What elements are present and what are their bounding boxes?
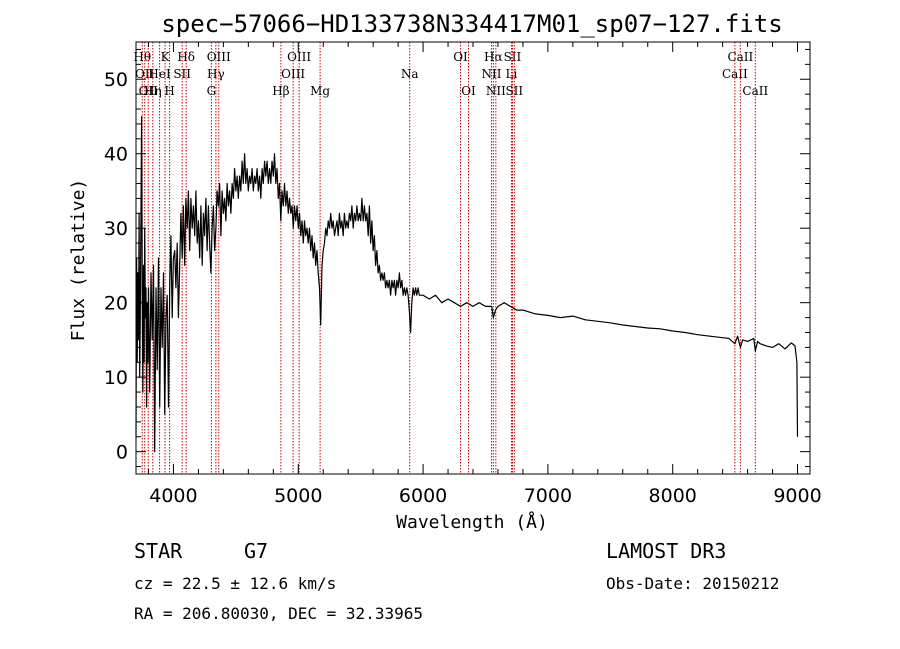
series-line [135,115,799,453]
marker-label: Hα [484,50,503,64]
y-tick-label: 40 [104,144,128,166]
x-tick-label: 8000 [649,485,697,507]
y-tick-label: 30 [104,218,128,240]
marker-label: Hθ [133,50,151,64]
y-axis-label: Flux (relative) [68,179,89,342]
coordinates: RA = 206.80030, DEC = 32.33965 [134,604,423,623]
y-tick-label: 10 [104,367,128,389]
marker-label: OII [135,67,155,81]
chart-title: spec−57066−HD133738N334417M01_sp07−127.f… [161,10,782,38]
object-subclass: G7 [244,539,268,563]
marker-label: CaII [727,50,753,64]
series-group [135,115,799,453]
marker-label: Mg [310,84,330,98]
x-tick-label: 4000 [149,485,197,507]
marker-label: Li [506,67,518,81]
marker-label: Hγ [207,67,225,81]
axis-ticks: 4000 5000 6000 7000 8000 9000 0 10 20 30 40 50 [104,42,822,507]
x-axis-label: Wavelength (Å) [396,511,548,533]
survey-name: LAMOST DR3 [606,539,726,563]
marker-label: K [161,50,171,64]
marker-label: HeI [148,67,171,81]
y-tick-label: 20 [104,293,128,315]
redshift-text: cz = 22.5 ± 12.6 km/s [134,574,336,593]
marker-label: Na [401,67,419,81]
line-markers: HθOIIOIIHηHeIKHSIIHδGHγOIIIHβOIIIOIIIMgN… [133,42,768,474]
marker-label: SII [505,84,523,98]
y-tick-label: 0 [116,442,128,464]
marker-label: Hη [144,84,162,98]
marker-label: CaII [722,67,748,81]
marker-label: OIII [287,50,311,64]
plot-frame [135,41,811,475]
marker-label: Hβ [272,84,289,98]
marker-label: NII [486,84,506,98]
marker-label: OI [461,84,476,98]
x-tick-label: 5000 [274,485,322,507]
obs-date: Obs-Date: 20150212 [606,574,779,593]
y-tick-label: 50 [104,69,128,91]
marker-label: Hδ [177,50,195,64]
marker-label: H [164,84,174,98]
marker-label: OI [453,50,468,64]
marker-label: G [207,84,217,98]
marker-label: SII [173,67,191,81]
x-tick-label: 6000 [399,485,447,507]
x-tick-label: 9000 [773,485,821,507]
x-tick-label: 7000 [524,485,572,507]
object-class: STAR [134,539,183,563]
marker-label: OIII [207,50,231,64]
marker-label: NII [481,67,501,81]
marker-label: OIII [281,67,305,81]
marker-label: CaII [742,84,768,98]
marker-label: SII [504,50,522,64]
